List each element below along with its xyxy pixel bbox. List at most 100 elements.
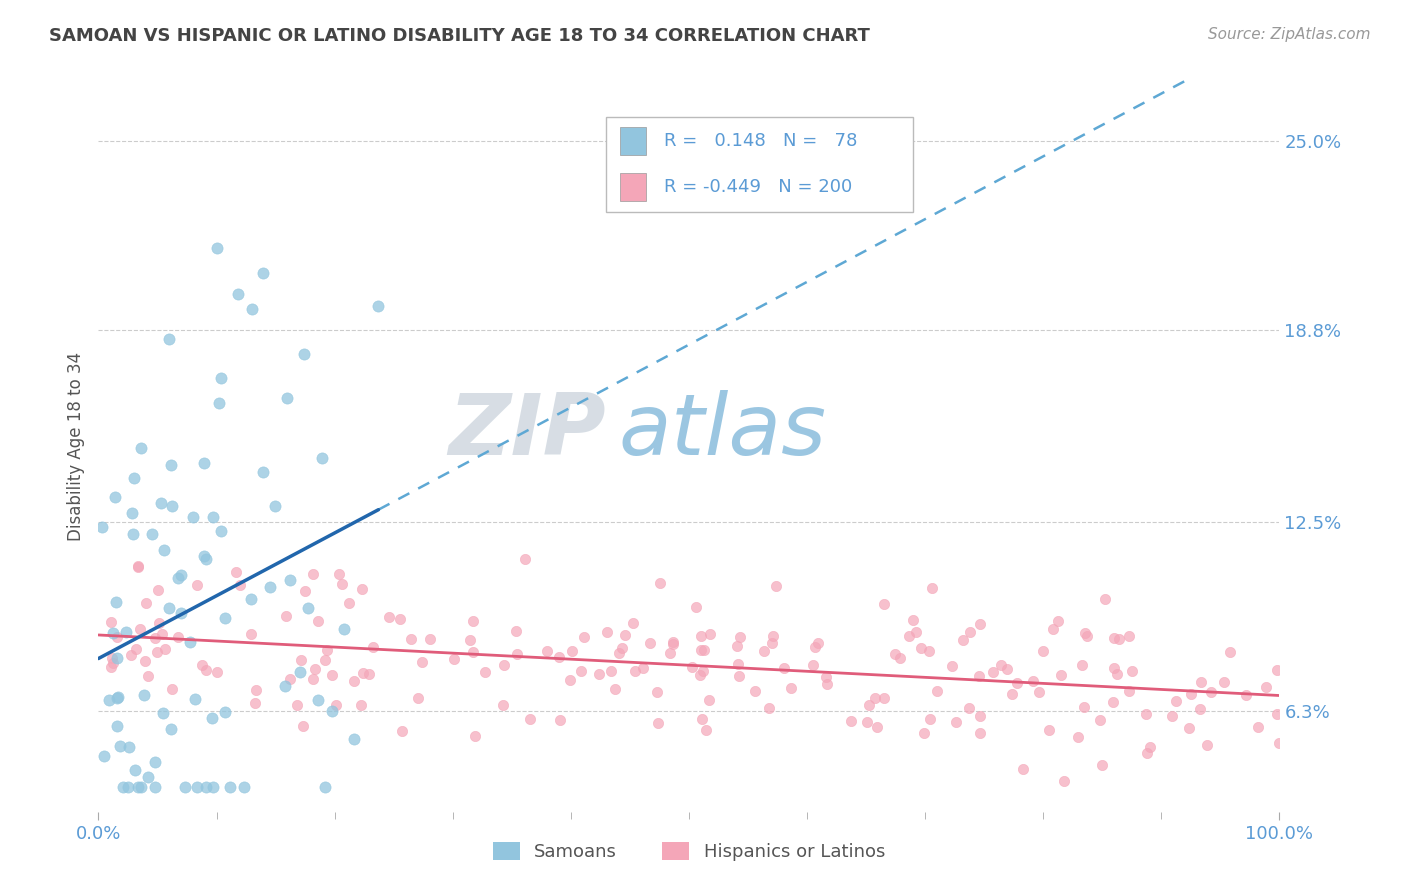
Point (141, 527, 163, 541)
Point (128, 560, 150, 574)
Point (884, 648, 907, 662)
Point (905, 625, 928, 640)
Point (143, 755, 166, 769)
Point (225, 566, 247, 580)
Point (125, 642, 148, 657)
Point (186, 578, 208, 592)
Point (685, 599, 707, 614)
Point (120, 648, 142, 663)
Point (1197, 739, 1219, 753)
Point (367, 298, 389, 312)
Point (117, 780, 139, 795)
Point (105, 651, 128, 665)
Point (314, 652, 336, 666)
Point (157, 600, 180, 615)
Point (464, 729, 486, 743)
Point (226, 286, 249, 301)
Point (160, 500, 183, 514)
Point (536, 644, 558, 658)
Point (1067, 730, 1090, 744)
Point (209, 371, 232, 385)
Point (866, 720, 889, 734)
Point (548, 650, 571, 665)
Point (93, 749, 115, 764)
Point (419, 632, 441, 646)
Point (921, 581, 943, 595)
FancyBboxPatch shape (620, 173, 647, 201)
Point (1102, 661, 1125, 675)
Point (276, 391, 298, 405)
Point (159, 723, 181, 737)
Point (115, 625, 138, 640)
Point (1136, 746, 1159, 760)
Point (193, 456, 215, 470)
Point (91, 519, 114, 533)
Point (401, 632, 423, 646)
Point (124, 471, 146, 485)
Point (290, 653, 312, 667)
Point (1005, 675, 1028, 690)
Point (1267, 736, 1289, 750)
Point (363, 640, 385, 654)
Point (624, 665, 647, 679)
Point (647, 716, 669, 731)
Point (160, 458, 183, 473)
Point (184, 691, 207, 706)
Point (631, 661, 654, 675)
Point (406, 690, 429, 705)
Point (839, 714, 862, 728)
Point (1073, 700, 1095, 714)
Point (100, 615, 122, 629)
Point (209, 524, 232, 539)
Point (194, 663, 217, 677)
Point (995, 662, 1018, 676)
Point (569, 664, 592, 678)
Point (690, 642, 713, 657)
Point (1049, 668, 1071, 682)
Point (1091, 757, 1114, 772)
Point (1180, 687, 1202, 701)
Point (758, 701, 780, 715)
Point (411, 655, 433, 669)
Text: R = -0.449   N = 200: R = -0.449 N = 200 (664, 178, 852, 195)
Point (662, 635, 685, 649)
Point (307, 693, 329, 707)
Point (659, 646, 682, 660)
Point (1011, 762, 1033, 776)
Point (814, 670, 837, 684)
Point (692, 664, 714, 678)
Point (491, 698, 513, 713)
Point (918, 644, 941, 658)
Point (155, 641, 177, 656)
Point (294, 584, 316, 599)
Point (124, 763, 146, 777)
Point (129, 622, 152, 636)
Point (101, 656, 124, 670)
Point (513, 552, 536, 566)
Point (1161, 708, 1184, 723)
Point (278, 573, 301, 587)
Point (765, 579, 787, 593)
Point (263, 499, 285, 513)
Point (1265, 707, 1288, 722)
Point (1053, 774, 1076, 789)
Point (762, 629, 785, 643)
Point (693, 642, 716, 657)
Point (337, 596, 360, 610)
Point (1074, 626, 1097, 640)
Point (645, 684, 668, 698)
Point (357, 667, 380, 681)
Point (288, 665, 311, 679)
Point (588, 666, 610, 681)
Point (873, 597, 896, 611)
FancyBboxPatch shape (620, 127, 647, 155)
Point (245, 683, 267, 698)
Point (815, 677, 838, 691)
Point (1213, 675, 1236, 690)
Point (150, 495, 173, 509)
Point (898, 629, 921, 643)
Point (901, 613, 924, 627)
Point (307, 614, 329, 628)
Point (650, 575, 672, 590)
Point (132, 688, 155, 702)
